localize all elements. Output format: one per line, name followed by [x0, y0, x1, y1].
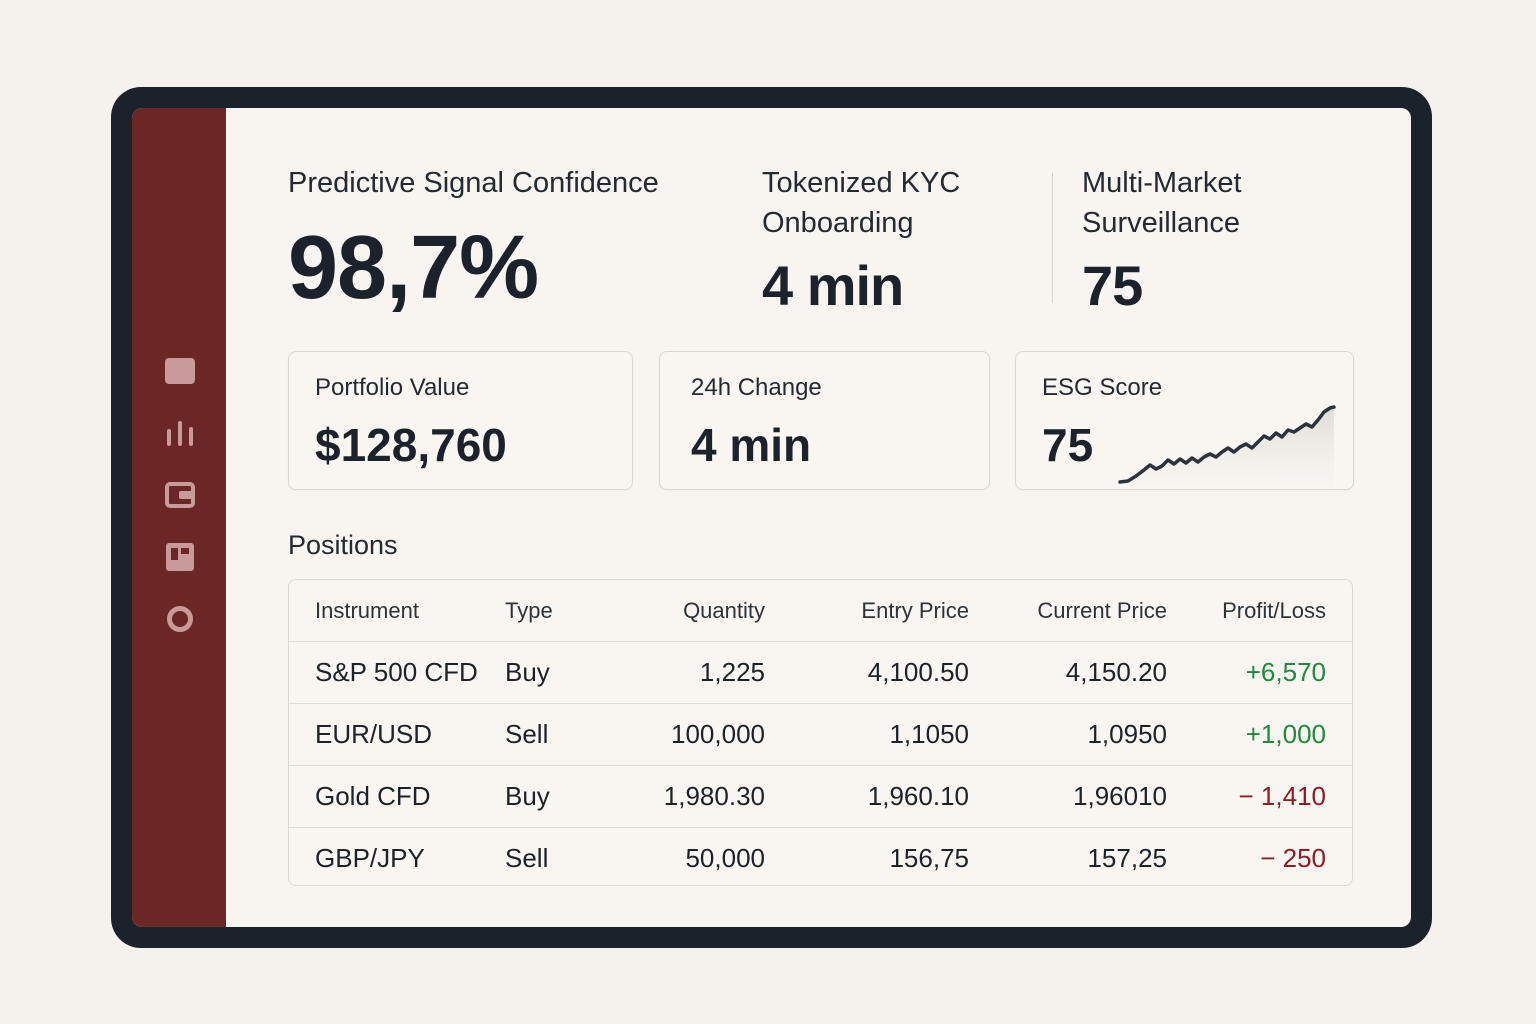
layout-icon: [166, 543, 194, 571]
sidebar-item-analytics[interactable]: [165, 418, 195, 448]
portfolio-value-label: Portfolio Value: [315, 374, 470, 401]
kyc-label-line2: Onboarding: [762, 207, 914, 239]
cell-quantity: 1,225: [615, 641, 765, 704]
cell-quantity: 100,000: [615, 703, 765, 766]
change-24h-label: 24h Change: [691, 374, 822, 401]
change-24h-card[interactable]: 24h Change 4 min: [659, 351, 990, 490]
surveillance-value: 75: [1082, 254, 1143, 317]
table-row[interactable]: S&P 500 CFD Buy 1,225 4,100.50 4,150.20 …: [289, 641, 1352, 704]
header-current-price[interactable]: Current Price: [969, 580, 1167, 642]
kyc-label-line1: Tokenized KYC: [762, 167, 961, 199]
app-screen: Predictive Signal Confidence 98,7% Token…: [132, 108, 1411, 927]
device-frame: Predictive Signal Confidence 98,7% Token…: [111, 87, 1432, 948]
sidebar-item-wallet[interactable]: [165, 480, 195, 510]
table-row[interactable]: Gold CFD Buy 1,980.30 1,960.10 1,96010 −…: [289, 765, 1352, 828]
circle-icon: [167, 606, 193, 632]
surveillance-label-line1: Multi-Market: [1082, 167, 1242, 199]
cell-current-price: 1,96010: [969, 765, 1167, 828]
cell-profit-loss: +6,570: [1167, 641, 1352, 704]
cell-instrument: GBP/JPY: [315, 843, 425, 873]
cell-entry-price: 1,1050: [765, 703, 969, 766]
cell-type: Sell: [505, 843, 549, 873]
signal-confidence-value: 98,7%: [288, 218, 539, 318]
bar-chart-icon: [167, 421, 193, 446]
cell-profit-loss: − 1,410: [1167, 765, 1352, 828]
positions-title: Positions: [288, 530, 398, 560]
cell-quantity: 1,980.30: [615, 765, 765, 828]
cell-instrument: S&P 500 CFD: [289, 641, 505, 704]
cell-current-price: 157,25: [1087, 843, 1167, 873]
cell-profit-loss: − 250: [1260, 843, 1326, 873]
main-content: Predictive Signal Confidence 98,7% Token…: [226, 108, 1411, 927]
esg-score-value: 75: [1042, 419, 1094, 471]
cell-type: Buy: [505, 765, 615, 828]
sidebar-item-dashboard[interactable]: [165, 356, 195, 386]
cell-current-price: 4,150.20: [969, 641, 1167, 704]
header-type[interactable]: Type: [505, 580, 615, 642]
cell-entry-price: 1,960.10: [765, 765, 969, 828]
cell-quantity: 50,000: [685, 843, 765, 873]
header-profit-loss[interactable]: Profit/Loss: [1167, 580, 1352, 642]
cell-type: Buy: [505, 641, 615, 704]
table-header-row: Instrument Type Quantity Entry Price Cur…: [289, 580, 1352, 642]
table-row[interactable]: GBP/JPY Sell 50,000 156,75 157,25 − 250: [289, 828, 1352, 886]
cell-entry-price: 156,75: [889, 843, 969, 873]
surveillance-label-line2: Surveillance: [1082, 207, 1240, 239]
header-quantity[interactable]: Quantity: [615, 580, 765, 642]
esg-score-card[interactable]: ESG Score 75: [1015, 351, 1354, 490]
sidebar: [132, 108, 226, 927]
cell-type: Sell: [505, 703, 615, 766]
kyc-value: 4 min: [762, 254, 904, 317]
cell-instrument: EUR/USD: [289, 703, 505, 766]
signal-confidence-label: Predictive Signal Confidence: [288, 167, 659, 199]
change-24h-value: 4 min: [691, 419, 812, 471]
square-icon: [165, 358, 195, 384]
cell-instrument: Gold CFD: [289, 765, 505, 828]
sidebar-item-settings[interactable]: [165, 604, 195, 634]
header-instrument[interactable]: Instrument: [289, 580, 505, 642]
cell-profit-loss: +1,000: [1167, 703, 1352, 766]
cell-entry-price: 4,100.50: [765, 641, 969, 704]
header-entry-price[interactable]: Entry Price: [765, 580, 969, 642]
portfolio-value-card[interactable]: Portfolio Value $128,760: [288, 351, 633, 490]
esg-sparkline: [1118, 405, 1336, 490]
sidebar-item-layout[interactable]: [165, 542, 195, 572]
positions-table: Instrument Type Quantity Entry Price Cur…: [288, 579, 1353, 886]
wallet-icon: [165, 482, 195, 508]
portfolio-value-amount: $128,760: [315, 419, 507, 471]
cell-current-price: 1,0950: [969, 703, 1167, 766]
table-row[interactable]: EUR/USD Sell 100,000 1,1050 1,0950 +1,00…: [289, 703, 1352, 766]
esg-score-label: ESG Score: [1042, 374, 1163, 401]
kpi-divider: [1052, 173, 1053, 303]
